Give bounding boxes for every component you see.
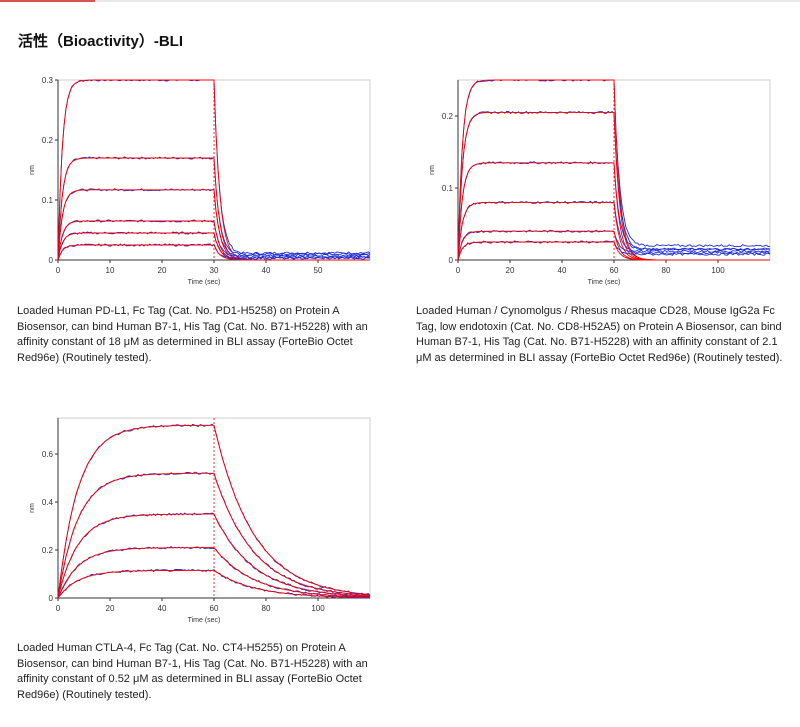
fit-curve [57, 472, 371, 599]
bli-chart-ctla-4: 0 0.2 0.4 0.6 0 20 40 60 80 100 Time (sec) nm [29, 417, 371, 624]
x-axis-label: Time (sec) [588, 279, 621, 286]
y-tick-label: 0.2 [442, 112, 454, 121]
x-tick-label: 30 [210, 266, 219, 275]
chart-caption-cd28: Loaded Human / Cynomolgus / Rhesus macaq… [416, 305, 783, 364]
x-tick-label: 20 [158, 266, 167, 275]
y-tick-label: 0 [49, 594, 54, 603]
x-tick-label: 80 [262, 604, 271, 613]
y-tick-label: 0.4 [42, 498, 54, 507]
y-tick-label: 0.6 [42, 450, 54, 459]
x-tick-label: 100 [711, 266, 725, 275]
fit-curve [57, 547, 371, 599]
x-tick-label: 0 [56, 266, 61, 275]
x-tick-label: 40 [158, 604, 167, 613]
bli-chart-cd28: 0 0.1 0.2 0 20 40 60 80 100 Time (sec) nm [429, 79, 771, 286]
y-tick-label: 0 [449, 256, 454, 265]
fit-curve [57, 513, 371, 599]
y-axis-label: nm [29, 165, 36, 175]
y-axis-label: nm [429, 165, 436, 175]
y-tick-label: 0.1 [42, 196, 54, 205]
chart-caption-pd-l1: Loaded Human PD-L1, Fc Tag (Cat. No. PD1… [17, 305, 368, 364]
y-tick-label: 0.2 [42, 546, 54, 555]
top-accent-bar [0, 0, 95, 2]
x-axis-label: Time (sec) [188, 279, 221, 286]
y-tick-label: 0.1 [442, 184, 454, 193]
x-tick-label: 40 [558, 266, 567, 275]
x-tick-label: 0 [56, 604, 61, 613]
y-tick-label: 0.2 [42, 136, 54, 145]
fit-curve [57, 244, 370, 261]
x-tick-label: 40 [262, 266, 271, 275]
y-tick-label: 0.3 [42, 76, 54, 85]
fit-curve [457, 241, 770, 261]
chart-caption-ctla-4: Loaded Human CTLA-4, Fc Tag (Cat. No. CT… [17, 642, 368, 701]
x-tick-label: 10 [106, 266, 115, 275]
top-divider [0, 0, 800, 2]
measured-curve [457, 200, 771, 261]
y-tick-label: 0 [49, 256, 54, 265]
x-tick-label: 0 [456, 266, 461, 275]
x-tick-label: 20 [106, 604, 115, 613]
x-tick-label: 100 [311, 604, 325, 613]
x-tick-label: 60 [610, 266, 619, 275]
x-axis-label: Time (sec) [188, 617, 221, 624]
x-tick-label: 60 [210, 604, 219, 613]
fit-curve [57, 424, 371, 599]
bli-chart-pd-l1: 0 0.1 0.2 0.3 0 10 20 30 40 50 Time (sec) nm [29, 76, 371, 286]
measured-curve [57, 546, 371, 598]
x-tick-label: 20 [506, 266, 515, 275]
y-axis-label: nm [29, 503, 36, 513]
section-title: 活性（Bioactivity）-BLI [18, 33, 184, 50]
x-tick-label: 80 [662, 266, 671, 275]
x-tick-label: 50 [314, 266, 323, 275]
fit-curve [57, 569, 370, 599]
measured-curve [57, 243, 371, 261]
